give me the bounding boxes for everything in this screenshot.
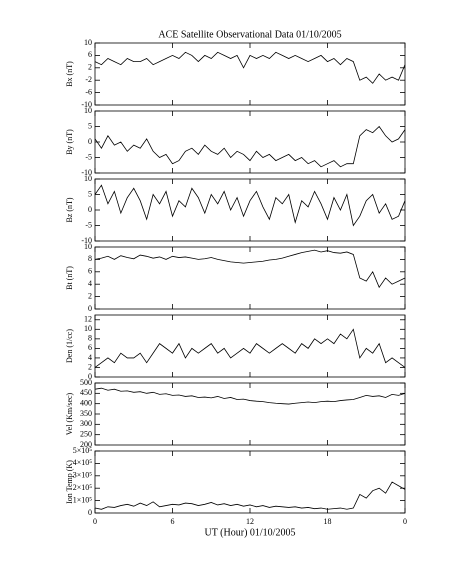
y-tick-label: 250	[80, 429, 92, 438]
y-tick-label: 200	[80, 440, 92, 449]
y-tick-label: 8	[88, 254, 92, 263]
y-axis-label: Bt (nT)	[65, 266, 74, 290]
y-tick-label: 0	[88, 304, 92, 313]
y-tick-label: 500	[80, 378, 92, 387]
y-tick-label: 1×10⁵	[73, 495, 93, 504]
y-tick-label: 6	[88, 343, 92, 352]
y-tick-label: 10	[84, 106, 92, 115]
y-tick-label: 8	[88, 334, 92, 343]
data-line	[94, 51, 406, 84]
y-axis-label: Vel (Km/sec)	[65, 392, 74, 435]
y-tick-label: 12	[84, 315, 92, 324]
x-tick-label: 0	[93, 517, 97, 526]
y-tick-label: 2	[88, 63, 92, 72]
y-tick-label: 5×10⁵	[73, 446, 93, 455]
y-tick-label: 5	[88, 121, 92, 130]
y-axis-label: Bx (nT)	[65, 61, 74, 87]
y-tick-label: 10	[84, 242, 92, 251]
y-tick-label: 2	[88, 291, 92, 300]
y-tick-label: 4	[88, 279, 92, 288]
y-tick-label: 10	[84, 324, 92, 333]
chart-title: ACE Satellite Observational Data 01/10/2…	[158, 29, 341, 40]
y-tick-label: -6	[85, 87, 92, 96]
y-axis-label: By (nT)	[65, 129, 74, 155]
y-tick-label: 0	[88, 205, 92, 214]
data-line	[94, 184, 406, 227]
y-tick-label: 10	[84, 174, 92, 183]
y-tick-label: 0	[88, 372, 92, 381]
y-tick-label: 450	[80, 388, 92, 397]
y-tick-label: 4×10⁵	[73, 458, 93, 467]
y-tick-label: -10	[81, 168, 92, 177]
y-axis-label: Den (1/cc)	[65, 329, 74, 363]
y-tick-label: -10	[81, 236, 92, 245]
y-tick-label: -5	[85, 220, 92, 229]
y-tick-label: 0	[88, 508, 92, 517]
data-line	[94, 249, 406, 289]
x-axis-label: UT (Hour) 01/10/2005	[205, 527, 296, 538]
y-tick-label: 300	[80, 419, 92, 428]
y-tick-label: -2	[85, 75, 92, 84]
data-line	[94, 481, 406, 510]
y-axis-label: Ion Temp (K)	[65, 460, 74, 504]
y-tick-label: -5	[85, 152, 92, 161]
y-tick-label: -10	[81, 100, 92, 109]
y-tick-label: 2×10⁵	[73, 483, 93, 492]
y-tick-label: 6	[88, 50, 92, 59]
x-tick-label: 12	[246, 517, 254, 526]
x-tick-label: 6	[171, 517, 175, 526]
y-tick-label: 6	[88, 267, 92, 276]
y-tick-label: 350	[80, 409, 92, 418]
y-tick-label: 2	[88, 362, 92, 371]
y-tick-label: 400	[80, 398, 92, 407]
y-tick-label: 10	[84, 38, 92, 47]
y-axis-label: Bz (nT)	[65, 197, 74, 222]
data-line	[94, 328, 406, 368]
data-line	[94, 387, 406, 405]
y-tick-label: 0	[88, 137, 92, 146]
x-tick-label: 18	[324, 517, 332, 526]
y-tick-label: 5	[88, 189, 92, 198]
y-tick-label: 3×10⁵	[73, 471, 93, 480]
y-tick-label: 4	[88, 353, 92, 362]
data-line	[94, 125, 406, 168]
x-tick-label: 0	[403, 517, 407, 526]
